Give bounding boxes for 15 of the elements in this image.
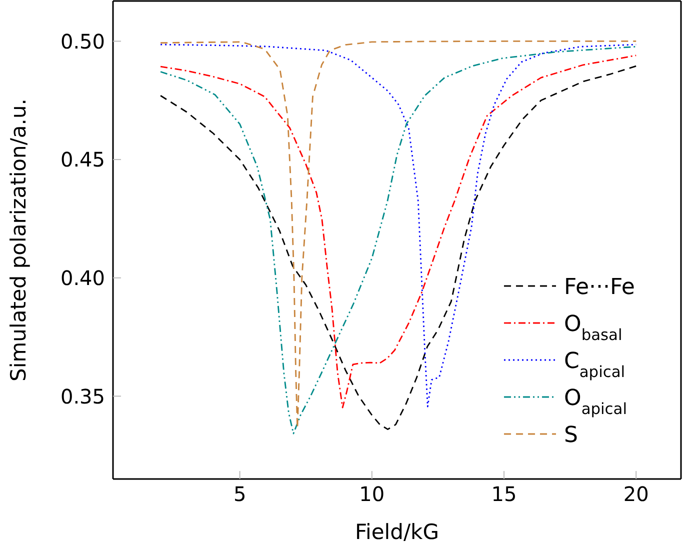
legend-label: O$_{apical}$	[564, 386, 627, 418]
y-tick-label: 0.50	[60, 29, 105, 54]
y-tick-label: 0.45	[60, 148, 105, 172]
legend-label: O$_{basal}$	[564, 312, 622, 344]
x-tick-label: 15	[491, 482, 517, 506]
x-axis-title: Field/kG	[355, 520, 439, 544]
x-tick-label: 5	[233, 482, 246, 506]
legend-label: Fe···Fe	[564, 275, 635, 300]
y-axis-title: Simulated polarization/a.u.	[6, 98, 30, 382]
x-tick-label: 10	[359, 482, 385, 506]
legend-label: C$_{apical}$	[564, 349, 626, 381]
y-tick-label: 0.40	[60, 266, 105, 290]
y-tick-label: 0.35	[60, 384, 105, 408]
x-tick-label: 20	[623, 482, 649, 506]
legend-label: S	[564, 423, 578, 448]
